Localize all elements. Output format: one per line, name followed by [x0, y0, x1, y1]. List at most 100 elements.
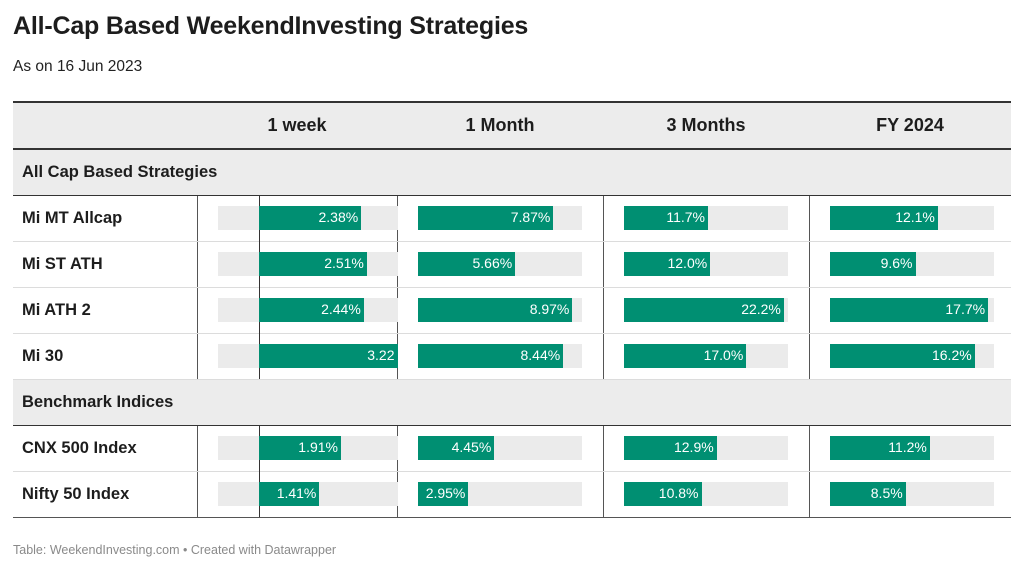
value-cell: 12.1%: [809, 195, 1011, 242]
bar-track: 10.8%: [623, 482, 788, 506]
table-body: All Cap Based Strategies Mi MT Allcap 2.38…: [13, 149, 1011, 518]
group-label: Benchmark Indices: [13, 378, 1011, 426]
value-label: 12.0%: [667, 255, 708, 271]
value-bar: 11.2%: [829, 436, 930, 460]
value-label: 12.9%: [673, 439, 714, 455]
value-cell: 22.2%: [603, 287, 810, 334]
row-label: Mi ATH 2: [13, 287, 198, 334]
value-cell: 2.51%: [197, 241, 398, 288]
value-cell: 10.8%: [603, 471, 810, 518]
value-bar: 1.41%: [258, 482, 320, 506]
table-row: Mi ATH 2 2.44% 8.97% 22.2% 17.7%: [13, 287, 1011, 334]
table-row: Mi ST ATH 2.51% 5.66% 12.0% 9.6%: [13, 241, 1011, 288]
bar-track: 22.2%: [623, 298, 788, 322]
bar-track: 9.6%: [829, 252, 994, 276]
value-bar: 2.38%: [258, 206, 362, 230]
chart-title: All-Cap Based WeekendInvesting Strategie…: [13, 12, 529, 40]
chart-subtitle: As on 16 Jun 2023: [13, 58, 143, 75]
value-label: 2.95%: [425, 485, 466, 501]
table-row: CNX 500 Index 1.91% 4.45% 12.9% 11.2%: [13, 425, 1011, 472]
value-cell: 9.6%: [809, 241, 1011, 288]
table-row: Nifty 50 Index 1.41% 2.95% 10.8% 8.5%: [13, 471, 1011, 518]
bar-track: 8.5%: [829, 482, 994, 506]
value-label: 3.22: [367, 347, 395, 363]
value-bar: 12.1%: [829, 206, 938, 230]
value-label: 7.87%: [510, 209, 551, 225]
value-label: 1.91%: [298, 439, 338, 455]
bar-track: 4.45%: [417, 436, 582, 460]
value-label: 2.38%: [318, 209, 359, 225]
header-blank: [13, 102, 197, 149]
bar-track: 17.7%: [829, 298, 994, 322]
value-bar: 17.0%: [623, 344, 747, 368]
table-row: Mi MT Allcap 2.38% 7.87% 11.7% 12.1%: [13, 195, 1011, 242]
value-cell: 12.0%: [603, 241, 810, 288]
value-bar: 22.2%: [623, 298, 784, 322]
value-cell: 11.2%: [809, 425, 1011, 472]
bar-track: 5.66%: [417, 252, 582, 276]
value-cell: 1.91%: [197, 425, 398, 472]
bar-track: 17.0%: [623, 344, 788, 368]
value-label: 8.44%: [520, 347, 561, 363]
value-bar: 17.7%: [829, 298, 989, 322]
value-cell: 2.44%: [197, 287, 398, 334]
bar-track: 8.97%: [417, 298, 582, 322]
bar-track: 2.51%: [217, 241, 398, 287]
value-bar: 2.44%: [258, 298, 364, 322]
value-bar: 16.2%: [829, 344, 975, 368]
value-label: 11.2%: [888, 439, 927, 455]
value-label: 4.45%: [451, 439, 492, 455]
value-label: 16.2%: [931, 347, 972, 363]
table-row: Mi 30 3.22 8.44% 17.0% 16.2%: [13, 333, 1011, 380]
bar-track: 11.2%: [829, 436, 994, 460]
group-header-row: Benchmark Indices: [13, 378, 1011, 426]
bar-track: 12.9%: [623, 436, 788, 460]
bar-track: 12.0%: [623, 252, 788, 276]
group-label: All Cap Based Strategies: [13, 149, 1011, 196]
value-label: 1.41%: [276, 485, 317, 501]
value-cell: 5.66%: [397, 241, 604, 288]
value-cell: 16.2%: [809, 333, 1011, 380]
value-cell: 3.22: [197, 333, 398, 380]
value-cell: 17.0%: [603, 333, 810, 380]
value-label: 12.1%: [895, 209, 935, 225]
value-label: 8.97%: [529, 301, 570, 317]
value-cell: 12.9%: [603, 425, 810, 472]
value-bar: 11.7%: [623, 206, 708, 230]
group-header-row: All Cap Based Strategies: [13, 149, 1011, 196]
value-cell: 1.41%: [197, 471, 398, 518]
column-header: 1 week: [267, 115, 327, 135]
bar-track: 3.22: [217, 333, 398, 379]
bar-track: 11.7%: [623, 206, 788, 230]
chart-footer: Table: WeekendInvesting.com • Created wi…: [13, 543, 337, 557]
bar-track: 2.44%: [217, 287, 398, 333]
value-cell: 7.87%: [397, 195, 604, 242]
value-label: 9.6%: [880, 255, 913, 271]
value-cell: 8.97%: [397, 287, 604, 334]
value-label: 8.5%: [870, 485, 903, 501]
bar-track: 2.95%: [417, 482, 582, 506]
value-bar: 2.51%: [258, 252, 367, 276]
value-label: 11.7%: [666, 209, 705, 225]
value-bar: 2.95%: [417, 482, 469, 506]
value-bar: 7.87%: [417, 206, 554, 230]
column-header: 1 Month: [465, 115, 535, 135]
value-bar: 4.45%: [417, 436, 495, 460]
row-label: Mi 30: [13, 333, 198, 380]
value-bar: 1.91%: [258, 436, 341, 460]
bar-track: 12.1%: [829, 206, 994, 230]
value-bar: 12.9%: [623, 436, 717, 460]
value-cell: 4.45%: [397, 425, 604, 472]
row-label: Mi ST ATH: [13, 241, 198, 288]
value-bar: 12.0%: [623, 252, 711, 276]
bar-track: 16.2%: [829, 344, 994, 368]
value-bar: 8.44%: [417, 344, 564, 368]
row-label: Mi MT Allcap: [13, 195, 198, 242]
value-label: 10.8%: [658, 485, 699, 501]
row-label: Nifty 50 Index: [13, 471, 198, 518]
bar-track: 1.91%: [217, 425, 398, 471]
header-row: 1 week 1 Month 3 Months FY 2024: [13, 102, 1011, 149]
column-header: FY 2024: [876, 115, 944, 135]
value-label: 17.7%: [945, 301, 986, 317]
bar-track: 2.38%: [217, 195, 398, 241]
